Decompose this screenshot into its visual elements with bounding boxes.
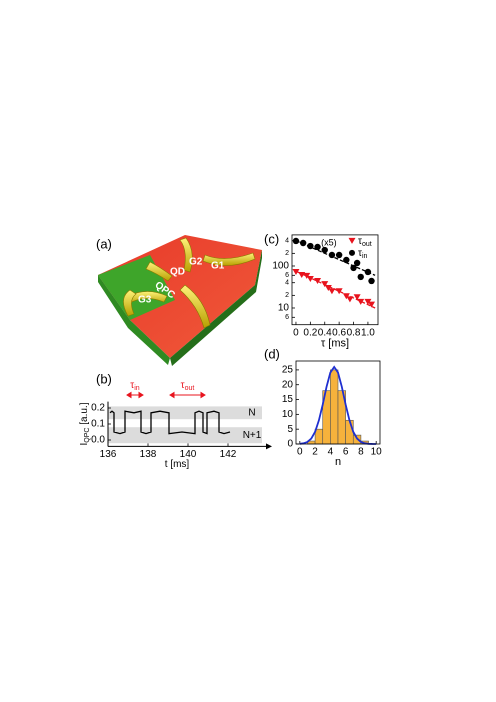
- marker: [357, 298, 365, 305]
- marker: [298, 272, 306, 279]
- plot-frame: [295, 360, 381, 445]
- y-tick-label: 2: [285, 250, 289, 257]
- y-tick-label: 0: [287, 439, 293, 450]
- marker: [328, 288, 336, 295]
- y-tick-label: 6: [285, 314, 289, 321]
- marker: [357, 273, 364, 281]
- y-tick-label: 10: [282, 409, 294, 420]
- x-tick-label: 4: [328, 447, 334, 458]
- x-tick-label: 136: [100, 449, 117, 460]
- marker: [307, 242, 314, 250]
- panel-label: (c): [264, 231, 279, 246]
- axis-arrow: [266, 443, 272, 450]
- y-tick-label: 6: [285, 272, 289, 279]
- x-tick-label: 2: [312, 447, 318, 458]
- level-band: [108, 427, 262, 444]
- trace: [109, 410, 231, 435]
- x-tick-label: 6: [343, 447, 349, 458]
- y-tick-label: 100: [272, 261, 289, 272]
- x-tick-label: 140: [180, 449, 197, 460]
- marker: [306, 276, 314, 283]
- y-tick-label: 25: [282, 365, 294, 376]
- bar: [345, 419, 354, 445]
- x-tick-label: 142: [220, 449, 237, 460]
- marker: [314, 277, 322, 284]
- x-axis-label: τ [ms]: [321, 338, 349, 350]
- interval-arrow: [169, 391, 206, 399]
- y-tick-label: 4: [285, 238, 289, 245]
- y-tick-label: 2: [285, 292, 289, 299]
- legend-marker: [348, 237, 356, 244]
- x-tick-label: 8: [358, 447, 364, 458]
- marker: [343, 256, 350, 264]
- marker: [292, 237, 300, 245]
- interval-label: τin: [130, 380, 140, 392]
- marker: [299, 239, 307, 247]
- x-tick-label: 1.0: [361, 327, 375, 338]
- marker: [368, 301, 376, 308]
- marker: [335, 251, 343, 259]
- gate-label: G3: [138, 295, 152, 306]
- y-tick-label: 0.2: [91, 403, 105, 414]
- legend-label: τin: [358, 248, 368, 260]
- panel-label: (b): [96, 371, 112, 386]
- y-axis-label: IQPC [a.u.]: [79, 402, 91, 445]
- y-tick-label: 10: [278, 303, 290, 314]
- x-tick-label: 0.8: [347, 327, 361, 338]
- x-tick-label: 138: [140, 449, 157, 460]
- panel-label: (a): [96, 236, 112, 251]
- interval-arrow: [126, 391, 144, 399]
- x-tick-label: 0.4: [318, 327, 332, 338]
- x-tick-label: 0: [297, 447, 303, 458]
- legend-label: τout: [358, 236, 372, 248]
- gate-label: G2: [189, 257, 203, 268]
- y-tick-label: 5: [287, 424, 293, 435]
- marker: [321, 246, 328, 254]
- bar: [314, 428, 324, 445]
- marker: [328, 251, 336, 259]
- y-tick-label: 0.0: [91, 435, 105, 446]
- gate-label: QD: [170, 267, 185, 278]
- fit-curve: [299, 365, 377, 445]
- level-band: [108, 406, 262, 420]
- y-tick-label: 20: [282, 379, 294, 390]
- marker: [321, 281, 329, 288]
- band-label: N+1: [243, 430, 262, 441]
- marker: [353, 259, 361, 267]
- interval-label: τout: [181, 380, 195, 392]
- y-tick-label: 0.1: [91, 419, 105, 430]
- marker: [292, 268, 300, 275]
- marker: [364, 298, 372, 305]
- bar: [330, 369, 339, 445]
- marker: [342, 293, 350, 300]
- marker: [335, 288, 343, 295]
- x-tick-label: 0: [293, 327, 299, 338]
- marker: [364, 268, 372, 276]
- panel-label: (d): [264, 346, 280, 361]
- marker: [353, 294, 361, 301]
- legend-marker: [349, 249, 355, 256]
- marker: [303, 272, 311, 279]
- marker: [346, 296, 354, 303]
- marker: [314, 243, 321, 251]
- band-label: N: [248, 407, 255, 418]
- annotation: (x5): [321, 237, 337, 247]
- marker: [350, 264, 357, 272]
- marker: [368, 277, 375, 285]
- afm-image: [98, 235, 262, 366]
- x-tick-label: 10: [371, 447, 383, 458]
- y-tick-label: 4: [285, 280, 289, 287]
- x-tick-label: 0.6: [332, 327, 346, 338]
- x-axis-label: n: [335, 456, 341, 468]
- y-tick-label: 15: [282, 394, 294, 405]
- x-tick-label: 0.2: [303, 327, 317, 338]
- marker: [324, 284, 332, 291]
- x-axis-label: t [ms]: [165, 459, 190, 470]
- gate-label: G1: [211, 261, 225, 272]
- plot-frame: [291, 234, 379, 326]
